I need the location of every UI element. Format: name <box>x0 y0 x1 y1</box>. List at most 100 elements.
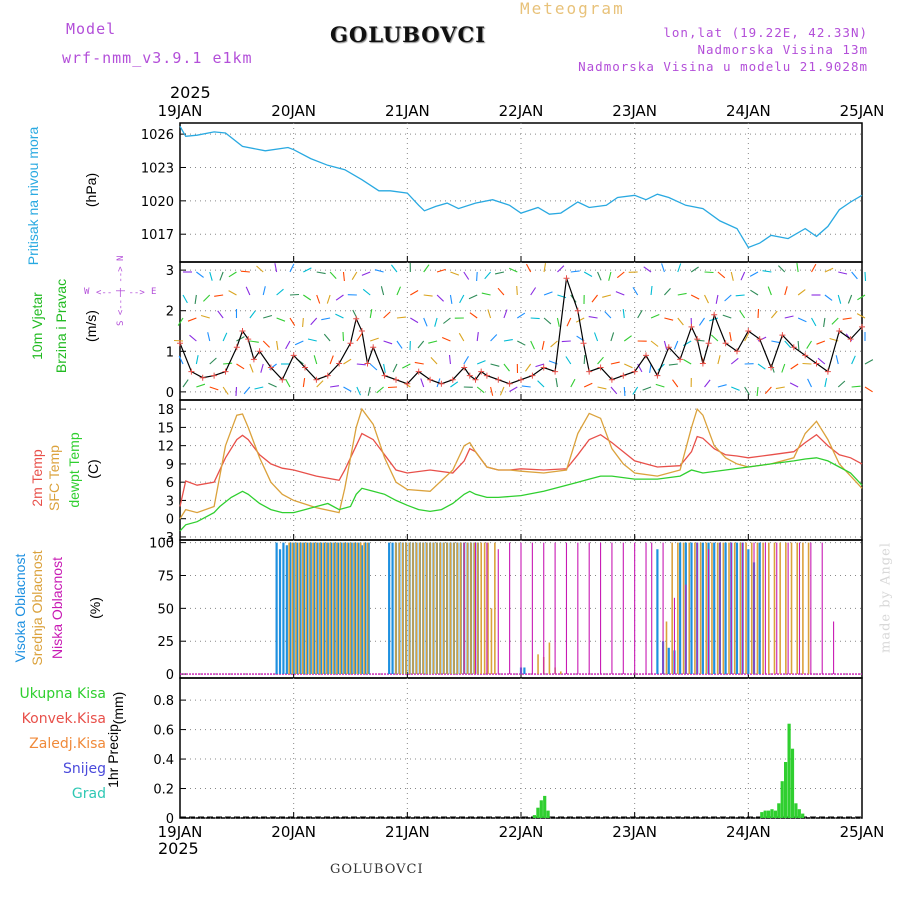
wind-arrow <box>222 332 228 342</box>
wind-speed-point <box>586 368 593 375</box>
y-tick-label: 0.4 <box>153 753 174 768</box>
wind-arrow <box>790 363 799 370</box>
wind-speed-point <box>518 376 524 383</box>
wind-arrow <box>811 317 817 327</box>
model-name: wrf-nmm_v3.9.1 e1km <box>62 49 253 67</box>
wind-speed-point <box>677 356 684 363</box>
wind-arrow <box>517 340 526 346</box>
wind-arrow <box>503 339 513 342</box>
wind-arrow <box>274 263 278 273</box>
precip-bar <box>539 800 543 818</box>
x-date-label-top: 20JAN <box>271 102 316 120</box>
wind-speed-point <box>461 364 468 371</box>
wind-arrow <box>857 294 866 301</box>
wind-arrow <box>526 263 532 273</box>
y-tick-label: 0 <box>166 513 174 528</box>
y-tick-label: 75 <box>157 569 174 584</box>
wind-arrow <box>797 317 807 323</box>
wind-speed-point <box>358 328 365 334</box>
y-tick-label: 0 <box>166 386 174 401</box>
precip-bar <box>543 795 547 818</box>
wind-speed-point <box>694 336 701 343</box>
wind-arrow <box>228 290 237 296</box>
wind-arrow <box>864 271 867 282</box>
wind-arrow <box>490 386 494 396</box>
wind-arrow <box>249 310 256 319</box>
legend-grad: Grad <box>71 786 106 802</box>
legend-ukupna: Ukupna Kisa <box>19 686 106 702</box>
wind-arrow <box>838 271 848 275</box>
wind-arrow <box>497 287 505 296</box>
wind-arrow <box>650 285 653 296</box>
wind-arrow <box>256 265 264 273</box>
wind-arrow <box>784 340 792 349</box>
wind-speed-point <box>597 364 604 371</box>
wind-arrow <box>430 357 438 365</box>
wind-arrow <box>610 386 618 395</box>
wind-arrow <box>458 332 465 342</box>
wind-arrow <box>784 315 794 319</box>
wind-speed-point <box>279 376 286 383</box>
wind-arrow <box>263 314 273 319</box>
wind-speed-point <box>245 336 252 343</box>
wind-arrow <box>842 317 852 320</box>
wind-speed-point <box>233 344 240 351</box>
y-tick-label: 18 <box>157 403 174 418</box>
wind-speed-point <box>449 376 456 383</box>
wind-arrow <box>448 354 451 365</box>
wind-arrow <box>650 313 660 319</box>
wind-speed-point <box>745 328 752 334</box>
wind-speed-point <box>824 368 831 375</box>
wind-arrow <box>717 355 721 365</box>
wind-arrow <box>392 363 398 373</box>
y-tick-label: 0.2 <box>153 783 174 798</box>
wind-arrow <box>436 294 444 302</box>
wind-arrow <box>396 316 406 319</box>
precip-bar <box>763 810 767 818</box>
wind-arrow <box>383 311 391 319</box>
precip-bar <box>760 812 764 818</box>
wind-arrow <box>610 332 615 342</box>
wind-arrow <box>524 363 532 372</box>
wind-arrow <box>370 337 379 342</box>
x-date-label-bottom: 22JAN <box>499 823 544 841</box>
wind-speed-point <box>370 344 377 351</box>
compass-ew-arrows: <-- | --> <box>96 288 145 298</box>
wind-arrow <box>643 266 652 273</box>
wind-arrow <box>749 271 759 277</box>
wind-arrow <box>449 294 453 304</box>
wind-arrow <box>245 286 251 296</box>
wind-arrow <box>219 271 224 281</box>
wind-speed-line <box>179 278 863 385</box>
wind-arrow <box>194 294 197 304</box>
wind-arrow <box>441 336 451 342</box>
y-tick-label: 9 <box>166 458 174 473</box>
wind-arrow <box>316 380 324 388</box>
wind-arrow <box>476 271 478 282</box>
wind-speed-point <box>199 374 206 381</box>
wind-arrow <box>775 386 785 390</box>
wind-arrow <box>739 310 746 319</box>
y-tick-label: 2 <box>166 305 174 320</box>
wind-speed-point <box>438 380 445 387</box>
wind-arrow <box>476 360 486 365</box>
lonlat-label: lon,lat (19.22E, 42.33N) <box>663 25 868 40</box>
x-date-label-bottom: 23JAN <box>612 823 657 841</box>
wind-arrow <box>503 309 508 319</box>
wind-arrow <box>583 382 593 388</box>
sfc-line <box>179 407 863 520</box>
wind-arrow <box>817 357 826 365</box>
wind-arrow <box>530 317 540 320</box>
wind-arrow <box>535 363 545 368</box>
wind-speed-point <box>620 372 627 379</box>
y-tick-label: 0 <box>166 668 174 683</box>
wind-arrow <box>744 332 750 342</box>
wind-arrow <box>649 363 652 373</box>
wind-arrow <box>650 340 659 347</box>
wind-arrow <box>490 334 498 342</box>
precip-bar <box>770 809 774 818</box>
wind-arrow <box>565 356 572 365</box>
wind-arrow <box>566 317 572 327</box>
footer-station: GOLUBOVCI <box>330 862 424 877</box>
wind-arrow <box>672 379 679 388</box>
